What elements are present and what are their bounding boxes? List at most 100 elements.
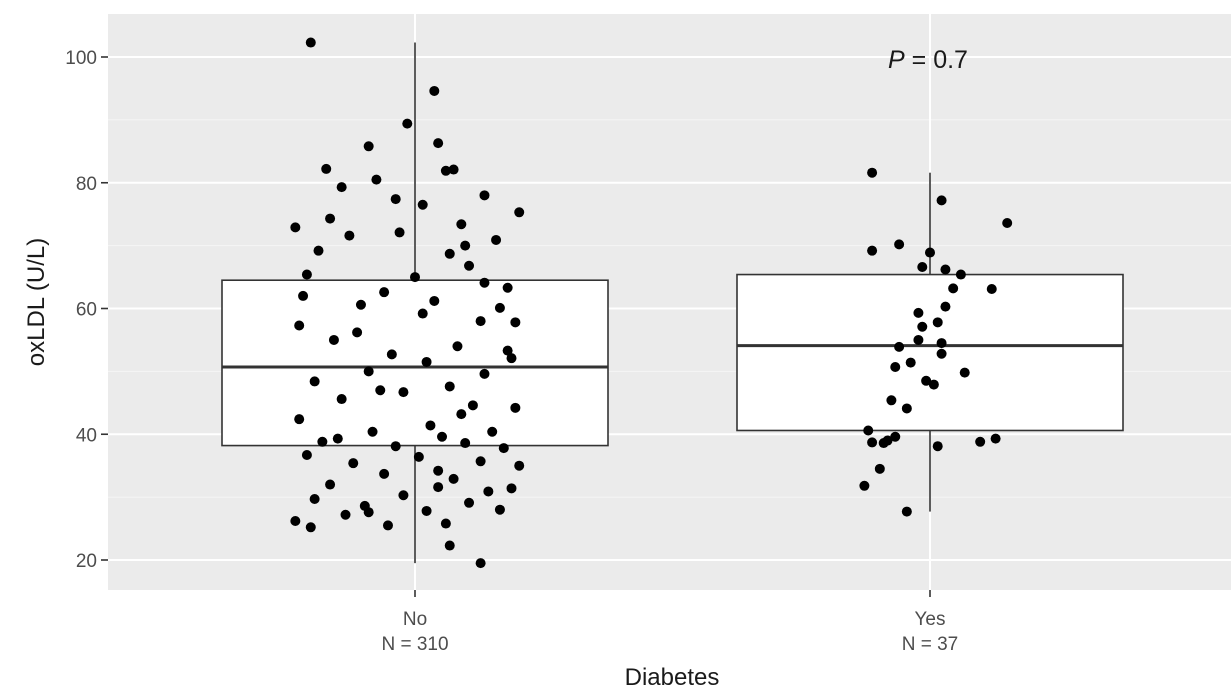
data-point <box>290 516 301 527</box>
data-point <box>421 356 432 367</box>
data-point <box>433 482 444 493</box>
data-point <box>479 368 490 379</box>
x-tick-label: No <box>403 609 427 630</box>
data-point <box>390 441 401 452</box>
data-point <box>464 497 475 508</box>
data-point <box>940 264 951 275</box>
data-point <box>398 490 409 501</box>
data-point <box>990 433 1001 444</box>
y-tick-label: 40 <box>76 425 97 446</box>
data-point <box>905 357 916 368</box>
p-value-annotation: P = 0.7 <box>888 46 968 74</box>
data-point <box>886 395 897 406</box>
data-point <box>440 518 451 529</box>
data-point <box>890 361 901 372</box>
data-point <box>336 182 347 193</box>
data-point <box>936 195 947 206</box>
data-point <box>510 317 521 328</box>
data-point <box>487 426 498 437</box>
data-point <box>344 230 355 241</box>
data-point <box>928 379 939 390</box>
data-point <box>456 219 467 230</box>
data-point <box>874 463 885 474</box>
data-point <box>475 456 486 467</box>
data-point <box>363 366 374 377</box>
data-point <box>940 301 951 312</box>
data-point <box>917 321 928 332</box>
data-point <box>355 299 366 310</box>
data-point <box>305 37 316 48</box>
data-point <box>363 507 374 518</box>
data-point <box>294 414 305 425</box>
data-point <box>502 282 513 293</box>
data-point <box>379 468 390 479</box>
data-point <box>313 245 324 256</box>
data-point <box>491 234 502 245</box>
data-point <box>340 509 351 520</box>
data-point <box>502 345 513 356</box>
data-point <box>429 85 440 96</box>
data-point <box>301 449 312 460</box>
data-point <box>448 473 459 484</box>
data-point <box>498 443 509 454</box>
data-point <box>325 479 336 490</box>
data-point <box>417 199 428 210</box>
data-point <box>290 222 301 233</box>
data-point <box>305 522 316 533</box>
data-point <box>379 287 390 298</box>
data-point <box>917 262 928 273</box>
data-point <box>352 327 363 338</box>
data-point <box>1002 217 1013 228</box>
data-point <box>901 403 912 414</box>
data-point <box>363 141 374 152</box>
data-point <box>433 138 444 149</box>
data-point <box>514 460 525 471</box>
data-point <box>894 239 905 250</box>
p-value-label: P <box>888 46 905 74</box>
data-point <box>867 167 878 178</box>
data-point <box>925 247 935 258</box>
data-point <box>932 317 943 328</box>
data-point <box>332 433 343 444</box>
data-point <box>901 506 912 517</box>
data-point <box>494 302 505 313</box>
data-point <box>328 334 339 345</box>
x-tick-label: Yes <box>915 609 946 630</box>
data-point <box>375 385 386 396</box>
data-point <box>398 387 409 398</box>
boxplots <box>221 42 1124 564</box>
data-point <box>309 494 320 505</box>
data-point <box>890 431 901 442</box>
data-point <box>975 436 986 447</box>
data-point <box>932 441 943 452</box>
data-point <box>456 409 467 420</box>
data-point <box>421 505 432 516</box>
data-point <box>433 465 444 476</box>
data-point <box>317 436 328 447</box>
data-point <box>867 437 878 448</box>
data-point <box>386 349 397 360</box>
box-yes <box>736 273 1124 432</box>
y-axis-title: oxLDL (U/L) <box>23 238 50 366</box>
data-point <box>444 248 455 259</box>
data-point <box>894 341 905 352</box>
y-tick-label: 80 <box>76 174 97 195</box>
data-point <box>514 207 525 218</box>
data-point <box>417 308 428 319</box>
data-point <box>867 245 878 256</box>
data-point <box>948 283 959 294</box>
data-point <box>506 353 517 364</box>
data-point <box>460 240 471 251</box>
data-point <box>336 394 347 405</box>
data-point <box>479 190 490 201</box>
data-point <box>410 272 420 283</box>
data-point <box>452 341 463 352</box>
data-point <box>467 400 478 411</box>
data-point <box>921 375 932 386</box>
data-point <box>394 227 405 238</box>
data-point <box>913 334 924 345</box>
data-point <box>460 438 471 449</box>
data-point <box>510 402 521 413</box>
data-point <box>986 284 997 295</box>
data-point <box>298 290 309 301</box>
